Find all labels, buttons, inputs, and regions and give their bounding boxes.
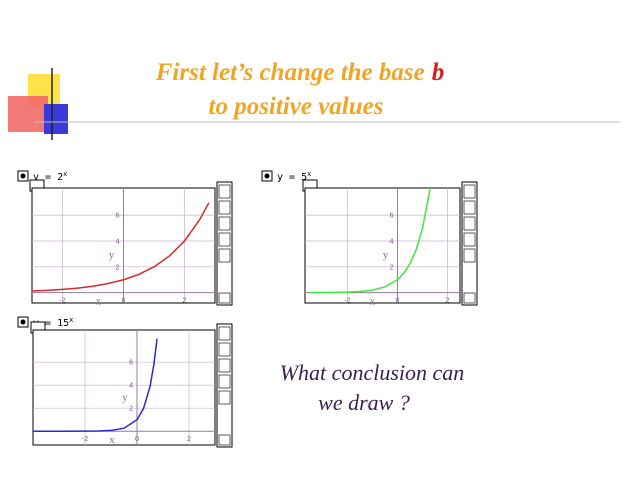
y-tick-label: 4 xyxy=(116,238,120,245)
title-line-2: to positive values xyxy=(209,93,384,120)
tool-icon xyxy=(463,248,476,263)
equation-base: y = 2 xyxy=(33,172,63,183)
tool-icon xyxy=(463,232,476,247)
title-line-1: First let’s change the base b xyxy=(155,59,444,86)
tool-icon xyxy=(218,216,231,231)
equation-exponent: x xyxy=(63,170,67,178)
equation: y = 5x xyxy=(277,170,311,183)
tool-icon xyxy=(218,200,231,215)
tool-icon xyxy=(463,292,476,304)
x-tick-label: 2 xyxy=(187,436,191,443)
x-axis-label: x xyxy=(109,434,115,446)
x-tick-label: 2 xyxy=(183,298,187,305)
x-tick-label: -2 xyxy=(344,298,350,305)
y-axis-label: y xyxy=(109,249,115,261)
radio-dot xyxy=(20,173,26,179)
curve xyxy=(309,188,431,294)
y-tick-label: 6 xyxy=(129,360,133,367)
title-emphasis: b xyxy=(432,59,445,86)
equation-base: y = 5 xyxy=(277,172,307,183)
plot-frame xyxy=(304,187,461,304)
decoration xyxy=(8,68,620,140)
tool-icon xyxy=(463,184,476,199)
equation: y = 15x xyxy=(33,316,73,329)
tool-icon xyxy=(218,342,231,357)
y-tick-label: 2 xyxy=(390,264,394,271)
conclusion-line-2: we draw ? xyxy=(318,390,410,415)
x-tick-label: 2 xyxy=(446,298,450,305)
graph-window: y = 5x-202246xy xyxy=(261,170,478,308)
y-axis-label: y xyxy=(122,392,128,404)
plot-frame xyxy=(32,329,216,446)
equation: y = 2x xyxy=(33,170,67,183)
tool-icon xyxy=(463,200,476,215)
y-tick-label: 4 xyxy=(129,383,133,390)
x-axis-label: x xyxy=(96,296,102,308)
y-tick-label: 2 xyxy=(116,264,120,271)
tool-icon xyxy=(218,434,231,446)
x-tick-label: -2 xyxy=(59,298,65,305)
tool-icon xyxy=(218,358,231,373)
y-axis-label: y xyxy=(383,249,389,261)
tool-icon xyxy=(218,232,231,247)
equation-base: y = 15 xyxy=(33,318,69,329)
tool-icon xyxy=(218,390,231,405)
graph-window: y = 2x-202246xy xyxy=(17,170,233,308)
conclusion-line-1: What conclusion can xyxy=(280,360,465,385)
curve xyxy=(32,202,210,292)
x-tick-label: -2 xyxy=(82,436,88,443)
curve xyxy=(33,338,158,432)
radio-dot xyxy=(264,173,270,179)
equation-exponent: x xyxy=(307,170,311,178)
y-tick-label: 4 xyxy=(390,238,394,245)
graph-window: y = 15x-202246xy xyxy=(17,316,233,448)
radio-dot xyxy=(20,319,26,325)
tool-icon xyxy=(218,184,231,199)
tool-icon xyxy=(463,216,476,231)
equation-exponent: x xyxy=(69,316,73,324)
x-axis-label: x xyxy=(370,296,376,308)
y-tick-label: 6 xyxy=(390,213,394,220)
tool-icon xyxy=(218,326,231,341)
tool-icon xyxy=(218,248,231,263)
y-tick-label: 6 xyxy=(116,213,120,220)
tool-icon xyxy=(218,292,231,304)
tool-icon xyxy=(218,374,231,389)
y-tick-label: 2 xyxy=(129,406,133,413)
title-text: First let’s change the base xyxy=(155,59,425,86)
